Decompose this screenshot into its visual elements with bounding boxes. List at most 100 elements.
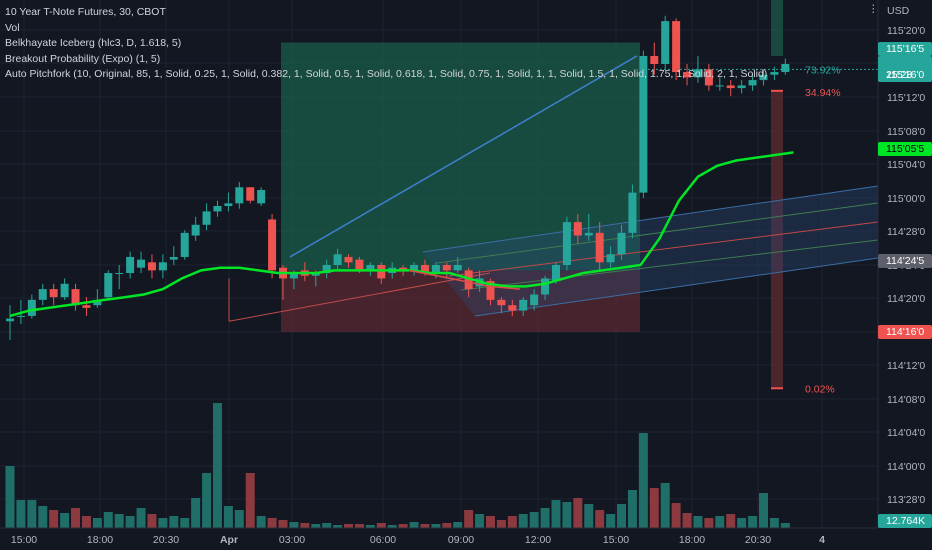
volume-bar xyxy=(245,473,255,528)
candle-body xyxy=(147,262,156,271)
volume-bar xyxy=(671,503,681,528)
candle-body xyxy=(584,232,593,236)
volume-legend[interactable]: Vol xyxy=(5,21,20,34)
volume-bar xyxy=(103,512,113,528)
iceberg-legend[interactable]: Belkhayate Iceberg (hlc3, D, 1.618, 5) xyxy=(5,37,182,49)
time-tick: Apr xyxy=(220,534,238,546)
candle-body xyxy=(213,206,222,212)
candle-body xyxy=(16,315,25,317)
time-tick: 20:30 xyxy=(745,534,771,546)
candle-body xyxy=(704,69,713,86)
volume-bar xyxy=(758,493,768,528)
candle-body xyxy=(420,265,429,274)
volume-bar xyxy=(289,522,299,528)
volume-bar xyxy=(595,510,605,528)
candle-body xyxy=(530,294,539,306)
candle-body xyxy=(639,55,648,193)
breakout-down-label: 0.02% xyxy=(805,383,835,395)
candle-body xyxy=(126,256,135,274)
volume-bar xyxy=(409,522,419,528)
breakout-up-label: 73.92% xyxy=(805,64,841,76)
pitchfork-legend[interactable]: Auto Pitchfork (10, Original, 85, 1, Sol… xyxy=(5,68,768,80)
volume-bar xyxy=(311,524,321,528)
candle-body xyxy=(748,80,757,86)
volume-bar xyxy=(354,524,364,528)
target-up-zone xyxy=(771,0,783,56)
time-tick: 12:00 xyxy=(525,534,551,546)
breakout-legend[interactable]: Breakout Probability (Expo) (1, 5) xyxy=(5,52,161,65)
symbol-title[interactable]: 10 Year T-Note Futures, 30, CBOT xyxy=(5,6,166,18)
candle-body xyxy=(311,273,320,276)
volume-bar xyxy=(223,506,233,528)
volume-bar xyxy=(180,518,190,528)
volume-bar xyxy=(529,512,539,528)
time-tick: 18:00 xyxy=(87,534,113,546)
volume-bar xyxy=(715,516,725,528)
volume-bar xyxy=(453,522,463,528)
candle-body xyxy=(366,265,375,271)
candle-body xyxy=(82,305,91,308)
mid-level-tag-bg xyxy=(878,254,932,268)
volume-bar xyxy=(496,520,506,528)
volume-bar xyxy=(147,514,157,528)
low-level-tag: 114'16'0 xyxy=(886,326,924,338)
iceberg-tag: 115'05'5 xyxy=(886,143,924,155)
pitchfork-handle xyxy=(289,55,638,258)
time-axis[interactable]: 15:00 18:00 20:30 Apr 03:00 06:00 09:00 12:00 15… xyxy=(0,527,878,550)
volume-bar xyxy=(60,513,70,528)
candle-body xyxy=(93,299,102,306)
last-price-tag: 115'16'0 xyxy=(886,69,924,81)
candle-body xyxy=(158,262,167,271)
volume-bar xyxy=(234,510,244,528)
volume-bar xyxy=(540,508,550,528)
candle-body xyxy=(715,85,724,87)
candle-body xyxy=(617,232,626,255)
volume-bar xyxy=(114,514,124,528)
candle-body xyxy=(650,55,659,64)
candle-body xyxy=(562,222,571,265)
candle-body xyxy=(49,289,58,298)
volume-bar xyxy=(638,433,648,528)
iceberg-line xyxy=(9,151,794,318)
countdown-tag: 25:28 xyxy=(886,69,912,81)
candle-body xyxy=(453,265,462,271)
pitchfork-line xyxy=(436,202,879,264)
low-level-tag-bg xyxy=(878,325,932,339)
candle-body xyxy=(497,299,506,306)
volume-bar xyxy=(737,518,747,528)
volume-bar xyxy=(398,524,408,528)
volume-tag: 12.764K xyxy=(886,515,925,527)
candle-body xyxy=(606,254,615,263)
candle-body xyxy=(137,259,146,268)
currency-label: USD xyxy=(887,5,910,17)
volume-bar xyxy=(507,516,517,528)
price-tick: 114'20'0 xyxy=(887,293,925,305)
candle-body xyxy=(737,85,746,89)
iceberg-tag-bg xyxy=(878,142,932,156)
price-tick: 115'08'0 xyxy=(887,126,925,138)
candle-body xyxy=(595,232,604,263)
volume-bar xyxy=(125,516,135,528)
candle-body xyxy=(71,289,80,306)
candle-body xyxy=(235,187,244,204)
volume-bar xyxy=(267,518,277,528)
candle-body xyxy=(726,85,735,89)
volume-bar xyxy=(27,500,37,528)
price-high-tag-bg xyxy=(878,42,932,56)
candle-body xyxy=(770,72,779,75)
volume-bar xyxy=(562,502,572,528)
candle-body xyxy=(759,74,768,81)
volume-bar xyxy=(212,403,222,528)
volume-bar xyxy=(81,516,91,528)
volume-bar xyxy=(256,516,266,528)
volume-bar xyxy=(442,523,452,528)
price-tick: 115'20'0 xyxy=(887,25,925,37)
price-axis[interactable]: USD ⋮ 115'20'0 115'16'0 115'12'0 115'08'0 115'… xyxy=(868,0,932,550)
candle-body xyxy=(257,189,266,204)
volume-bar xyxy=(573,498,583,528)
volume-bar xyxy=(191,498,201,528)
price-tick: 115'12'0 xyxy=(887,92,925,104)
time-tick: 03:00 xyxy=(279,534,305,546)
breakout-mid-label: 34.94% xyxy=(805,87,841,99)
